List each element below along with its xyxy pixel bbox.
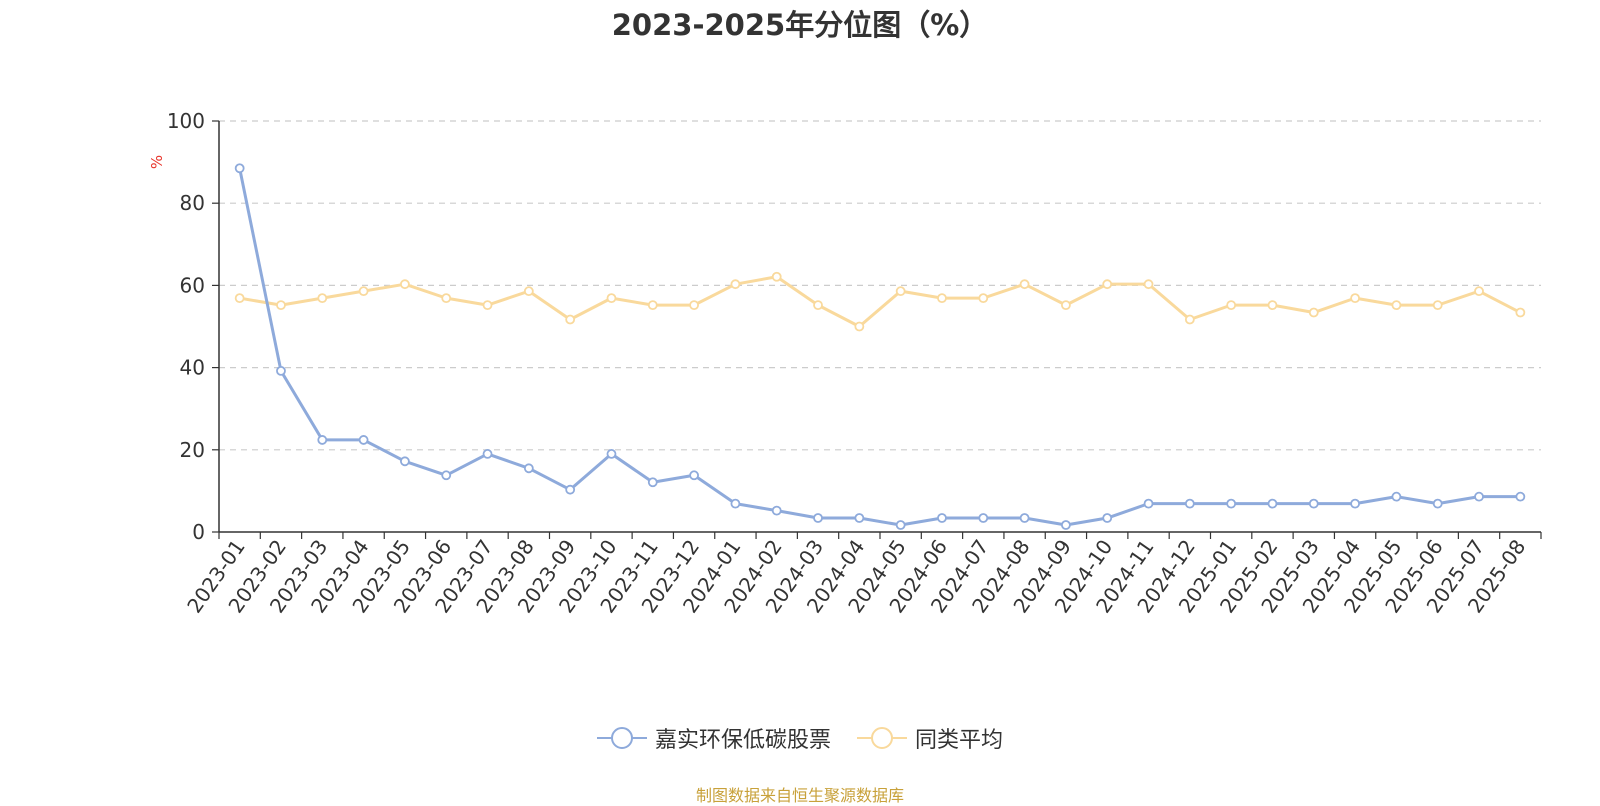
data-point[interactable]	[1350, 498, 1360, 509]
data-point[interactable]	[771, 505, 782, 516]
data-point[interactable]	[523, 463, 534, 474]
grid-lines	[219, 120, 1541, 451]
tick-labels: 020406080100%2023-012023-022023-032023-0…	[148, 109, 1530, 617]
data-point[interactable]	[276, 365, 286, 376]
data-point[interactable]	[1308, 307, 1319, 318]
data-point[interactable]	[647, 477, 658, 488]
data-point[interactable]	[689, 470, 699, 481]
data-point[interactable]	[358, 435, 369, 445]
y-tick-label: 100	[167, 109, 205, 133]
data-point[interactable]	[730, 279, 741, 290]
axes	[212, 120, 1542, 539]
legend-label-fund: 嘉实环保低碳股票	[654, 728, 831, 753]
data-point[interactable]	[565, 314, 576, 325]
data-point[interactable]	[1061, 520, 1071, 530]
data-point[interactable]	[606, 293, 617, 304]
data-point[interactable]	[1061, 300, 1071, 311]
data-point[interactable]	[1267, 300, 1278, 311]
series-line	[239, 275, 1522, 328]
data-point[interactable]	[317, 435, 328, 445]
data-point[interactable]	[1350, 293, 1360, 304]
legend-label-peer-average: 同类平均	[915, 728, 1004, 753]
data-point[interactable]	[1143, 279, 1154, 290]
data-point[interactable]	[1515, 307, 1526, 318]
data-point[interactable]	[565, 484, 576, 495]
data-point[interactable]	[400, 456, 410, 467]
y-tick-label: 80	[180, 191, 205, 215]
data-point[interactable]	[1102, 279, 1113, 290]
legend-item-fund[interactable]: 嘉实环保低碳股票	[596, 722, 831, 754]
y-tick-label: 20	[180, 438, 205, 462]
data-point[interactable]	[895, 286, 906, 297]
data-point[interactable]	[1019, 513, 1030, 523]
data-point[interactable]	[730, 498, 741, 509]
data-point[interactable]	[1267, 498, 1278, 509]
data-point[interactable]	[1184, 498, 1195, 509]
data-point[interactable]	[854, 321, 865, 332]
legend-marker-icon	[596, 727, 647, 749]
data-point[interactable]	[813, 300, 823, 311]
data-point[interactable]	[523, 286, 534, 297]
data-point[interactable]	[647, 300, 658, 311]
data-point[interactable]	[1515, 491, 1526, 502]
data-point[interactable]	[482, 449, 493, 459]
data-point[interactable]	[1391, 300, 1402, 311]
data-point[interactable]	[234, 163, 245, 174]
data-point[interactable]	[937, 513, 947, 523]
data-point[interactable]	[482, 300, 493, 311]
data-point[interactable]	[895, 520, 906, 530]
data-point[interactable]	[978, 513, 989, 523]
data-point[interactable]	[1184, 314, 1195, 325]
data-point[interactable]	[1474, 286, 1484, 297]
y-tick-label: 0	[192, 520, 205, 544]
data-point[interactable]	[1474, 491, 1484, 502]
data-point[interactable]	[1391, 491, 1402, 502]
data-source-note: 制图数据来自恒生聚源数据库	[695, 786, 904, 805]
data-point[interactable]	[1308, 498, 1319, 509]
data-point[interactable]	[1432, 498, 1443, 509]
data-point[interactable]	[234, 293, 245, 304]
series-lines	[234, 163, 1526, 530]
y-axis-unit: %	[148, 155, 166, 169]
data-point[interactable]	[813, 513, 823, 523]
data-point[interactable]	[400, 279, 410, 290]
data-point[interactable]	[441, 293, 452, 304]
y-tick-label: 40	[180, 356, 205, 380]
data-point[interactable]	[1432, 300, 1443, 311]
data-point[interactable]	[1143, 498, 1154, 509]
legend-item-peer-average[interactable]: 同类平均	[857, 722, 1003, 754]
data-point[interactable]	[1226, 498, 1237, 509]
y-tick-label: 60	[180, 273, 205, 297]
data-point[interactable]	[771, 271, 782, 282]
series-line	[238, 167, 1521, 527]
data-point[interactable]	[937, 293, 947, 304]
data-point[interactable]	[1102, 513, 1113, 523]
data-point[interactable]	[358, 286, 369, 297]
data-point[interactable]	[606, 449, 617, 459]
chart-title: 2023-2025年分位图（%）	[611, 8, 989, 42]
data-point[interactable]	[441, 470, 452, 481]
data-point[interactable]	[689, 300, 699, 311]
data-point[interactable]	[1226, 300, 1237, 311]
legend: 嘉实环保低碳股票 同类平均	[0, 722, 1600, 754]
data-point[interactable]	[276, 300, 286, 311]
legend-marker-icon	[857, 727, 907, 749]
data-point[interactable]	[978, 293, 989, 304]
data-point[interactable]	[1019, 279, 1030, 290]
data-point[interactable]	[854, 513, 865, 523]
data-point[interactable]	[317, 293, 328, 304]
